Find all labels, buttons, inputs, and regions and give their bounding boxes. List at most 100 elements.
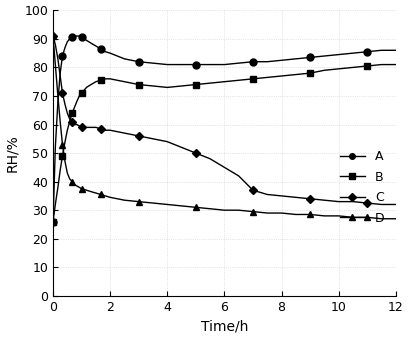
C	[62, 103, 67, 107]
C	[70, 120, 75, 124]
C	[222, 165, 227, 170]
Legend: A, B, C, D: A, B, C, D	[335, 145, 390, 229]
B	[165, 85, 170, 89]
C	[393, 202, 398, 206]
C	[350, 200, 355, 204]
B	[58, 168, 63, 172]
C	[98, 127, 103, 131]
A	[365, 50, 370, 54]
C	[60, 91, 65, 95]
C	[103, 128, 108, 132]
C	[293, 195, 298, 200]
B	[51, 219, 55, 224]
A	[308, 55, 313, 60]
C	[179, 145, 184, 149]
C	[53, 43, 58, 47]
A	[108, 51, 113, 55]
D	[265, 211, 270, 215]
D	[122, 198, 127, 202]
B	[265, 75, 270, 79]
A	[65, 40, 70, 44]
Line: D: D	[49, 33, 399, 222]
A	[179, 63, 184, 67]
A	[322, 54, 327, 58]
D	[93, 191, 98, 195]
B	[79, 91, 84, 95]
A	[136, 60, 141, 64]
C	[151, 137, 155, 141]
A	[336, 53, 341, 57]
B	[251, 77, 255, 81]
D	[74, 184, 79, 188]
D	[165, 202, 170, 206]
C	[322, 198, 327, 202]
D	[79, 187, 84, 191]
A	[193, 63, 198, 67]
D	[336, 214, 341, 218]
D	[208, 207, 213, 211]
B	[365, 64, 370, 68]
B	[72, 105, 77, 109]
D	[179, 204, 184, 208]
D	[151, 201, 155, 205]
C	[72, 122, 77, 127]
D	[65, 171, 70, 175]
B	[222, 79, 227, 84]
B	[236, 78, 241, 82]
A	[51, 219, 55, 224]
C	[55, 57, 60, 61]
A	[58, 71, 63, 75]
C	[108, 128, 113, 132]
D	[60, 142, 65, 147]
D	[350, 215, 355, 219]
A	[74, 34, 79, 38]
C	[65, 111, 70, 115]
D	[62, 160, 67, 164]
B	[60, 154, 65, 158]
B	[350, 65, 355, 69]
A	[236, 61, 241, 65]
Y-axis label: RH/%: RH/%	[5, 134, 19, 172]
C	[67, 117, 72, 121]
D	[108, 195, 113, 200]
Line: C: C	[50, 33, 399, 207]
A	[84, 38, 89, 42]
D	[103, 194, 108, 198]
D	[67, 177, 72, 181]
A	[103, 50, 108, 54]
A	[93, 44, 98, 48]
A	[393, 48, 398, 52]
C	[251, 188, 255, 192]
C	[89, 125, 93, 129]
A	[293, 57, 298, 61]
D	[89, 190, 93, 194]
A	[379, 48, 384, 52]
A	[79, 35, 84, 40]
B	[65, 128, 70, 132]
D	[393, 217, 398, 221]
A	[151, 61, 155, 65]
B	[84, 85, 89, 89]
B	[136, 83, 141, 87]
D	[293, 212, 298, 216]
B	[74, 100, 79, 104]
D	[251, 209, 255, 214]
B	[393, 63, 398, 67]
B	[98, 78, 103, 82]
B	[179, 84, 184, 88]
C	[93, 125, 98, 129]
D	[77, 185, 82, 190]
B	[336, 67, 341, 71]
B	[77, 94, 82, 98]
D	[236, 208, 241, 212]
D	[51, 34, 55, 38]
C	[193, 151, 198, 155]
C	[208, 157, 213, 161]
A	[53, 145, 58, 149]
C	[84, 125, 89, 129]
D	[55, 94, 60, 98]
A	[208, 63, 213, 67]
C	[308, 197, 313, 201]
B	[151, 84, 155, 88]
B	[67, 120, 72, 124]
